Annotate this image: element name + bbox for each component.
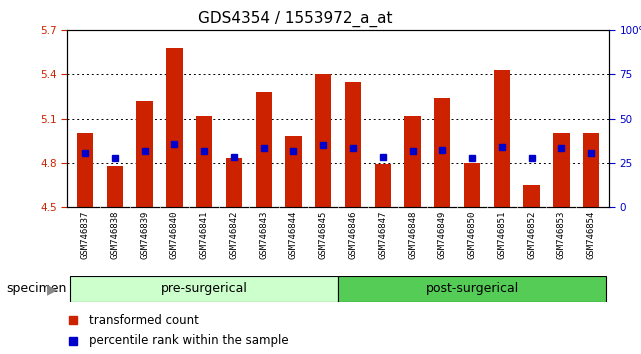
Bar: [196, 116, 212, 207]
Text: GSM746840: GSM746840: [170, 211, 179, 259]
Text: pre-surgerical: pre-surgerical: [161, 282, 247, 295]
Text: GSM746845: GSM746845: [319, 211, 328, 259]
Bar: [374, 164, 391, 207]
Text: GSM746848: GSM746848: [408, 211, 417, 259]
Bar: [71, 276, 338, 302]
Text: GSM746837: GSM746837: [81, 211, 90, 259]
Text: GSM746838: GSM746838: [110, 211, 119, 259]
Text: GSM746853: GSM746853: [557, 211, 566, 259]
Text: GSM746854: GSM746854: [587, 211, 595, 259]
Text: GSM746846: GSM746846: [349, 211, 358, 259]
Text: GSM746844: GSM746844: [289, 211, 298, 259]
Text: GSM746850: GSM746850: [467, 211, 476, 259]
Bar: [464, 163, 480, 207]
Bar: [256, 92, 272, 207]
Bar: [404, 116, 420, 207]
Text: GSM746842: GSM746842: [229, 211, 238, 259]
Text: post-surgerical: post-surgerical: [426, 282, 519, 295]
Bar: [345, 82, 361, 207]
Bar: [166, 48, 183, 207]
Bar: [494, 70, 510, 207]
Text: GSM746841: GSM746841: [200, 211, 209, 259]
Bar: [315, 74, 331, 207]
Text: GSM746851: GSM746851: [497, 211, 506, 259]
Text: GSM746843: GSM746843: [259, 211, 268, 259]
Bar: [553, 133, 569, 207]
Text: GSM746839: GSM746839: [140, 211, 149, 259]
Bar: [77, 133, 94, 207]
Bar: [107, 166, 123, 207]
Bar: [137, 101, 153, 207]
Text: GSM746849: GSM746849: [438, 211, 447, 259]
Bar: [583, 133, 599, 207]
Bar: [226, 159, 242, 207]
Text: GSM746852: GSM746852: [527, 211, 536, 259]
Text: transformed count: transformed count: [89, 314, 199, 327]
Text: GDS4354 / 1553972_a_at: GDS4354 / 1553972_a_at: [197, 11, 392, 27]
Bar: [524, 185, 540, 207]
Text: specimen: specimen: [6, 282, 67, 295]
Bar: [338, 276, 606, 302]
Text: GSM746847: GSM746847: [378, 211, 387, 259]
Bar: [285, 136, 302, 207]
Text: percentile rank within the sample: percentile rank within the sample: [89, 335, 288, 347]
Text: ▶: ▶: [47, 282, 58, 296]
Bar: [434, 98, 451, 207]
